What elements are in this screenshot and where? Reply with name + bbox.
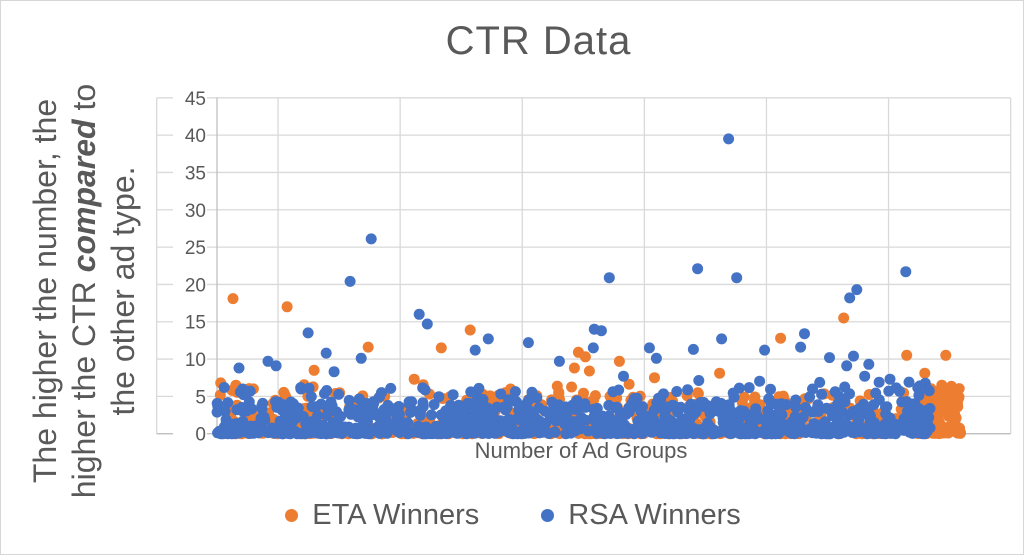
y-tick-label: 35 [185, 163, 206, 184]
y-tick-label: 15 [185, 313, 206, 334]
chart-title: CTR Data [445, 19, 632, 63]
data-points-group [211, 133, 966, 440]
legend-label-rsa: RSA Winners [568, 498, 741, 531]
y-tick-label: 20 [185, 275, 206, 296]
y-tick-label: 40 [185, 126, 206, 147]
axis-labels-group: 0 5 10 15 20 25 30 35 40 45 [173, 87, 207, 446]
y-tick-label: 0 [195, 425, 206, 446]
x-axis-title: Number of Ad Groups [475, 438, 688, 463]
legend-label-eta: ETA Winners [312, 498, 480, 531]
y-tick-label: 10 [185, 350, 206, 371]
y-tick-label: 25 [185, 238, 206, 259]
y-tick-label: 45 [185, 89, 206, 110]
legend-item-eta: ETA Winners [285, 499, 479, 532]
eta-marker-icon [285, 508, 299, 522]
legend: ETA Winners RSA Winners [1, 493, 1023, 537]
rsa-marker-icon [541, 508, 555, 522]
legend-item-rsa: RSA Winners [541, 498, 741, 532]
y-tick-label: 30 [185, 201, 206, 222]
y-tick-label: 5 [195, 387, 206, 408]
series-rsa-winners [211, 133, 936, 440]
